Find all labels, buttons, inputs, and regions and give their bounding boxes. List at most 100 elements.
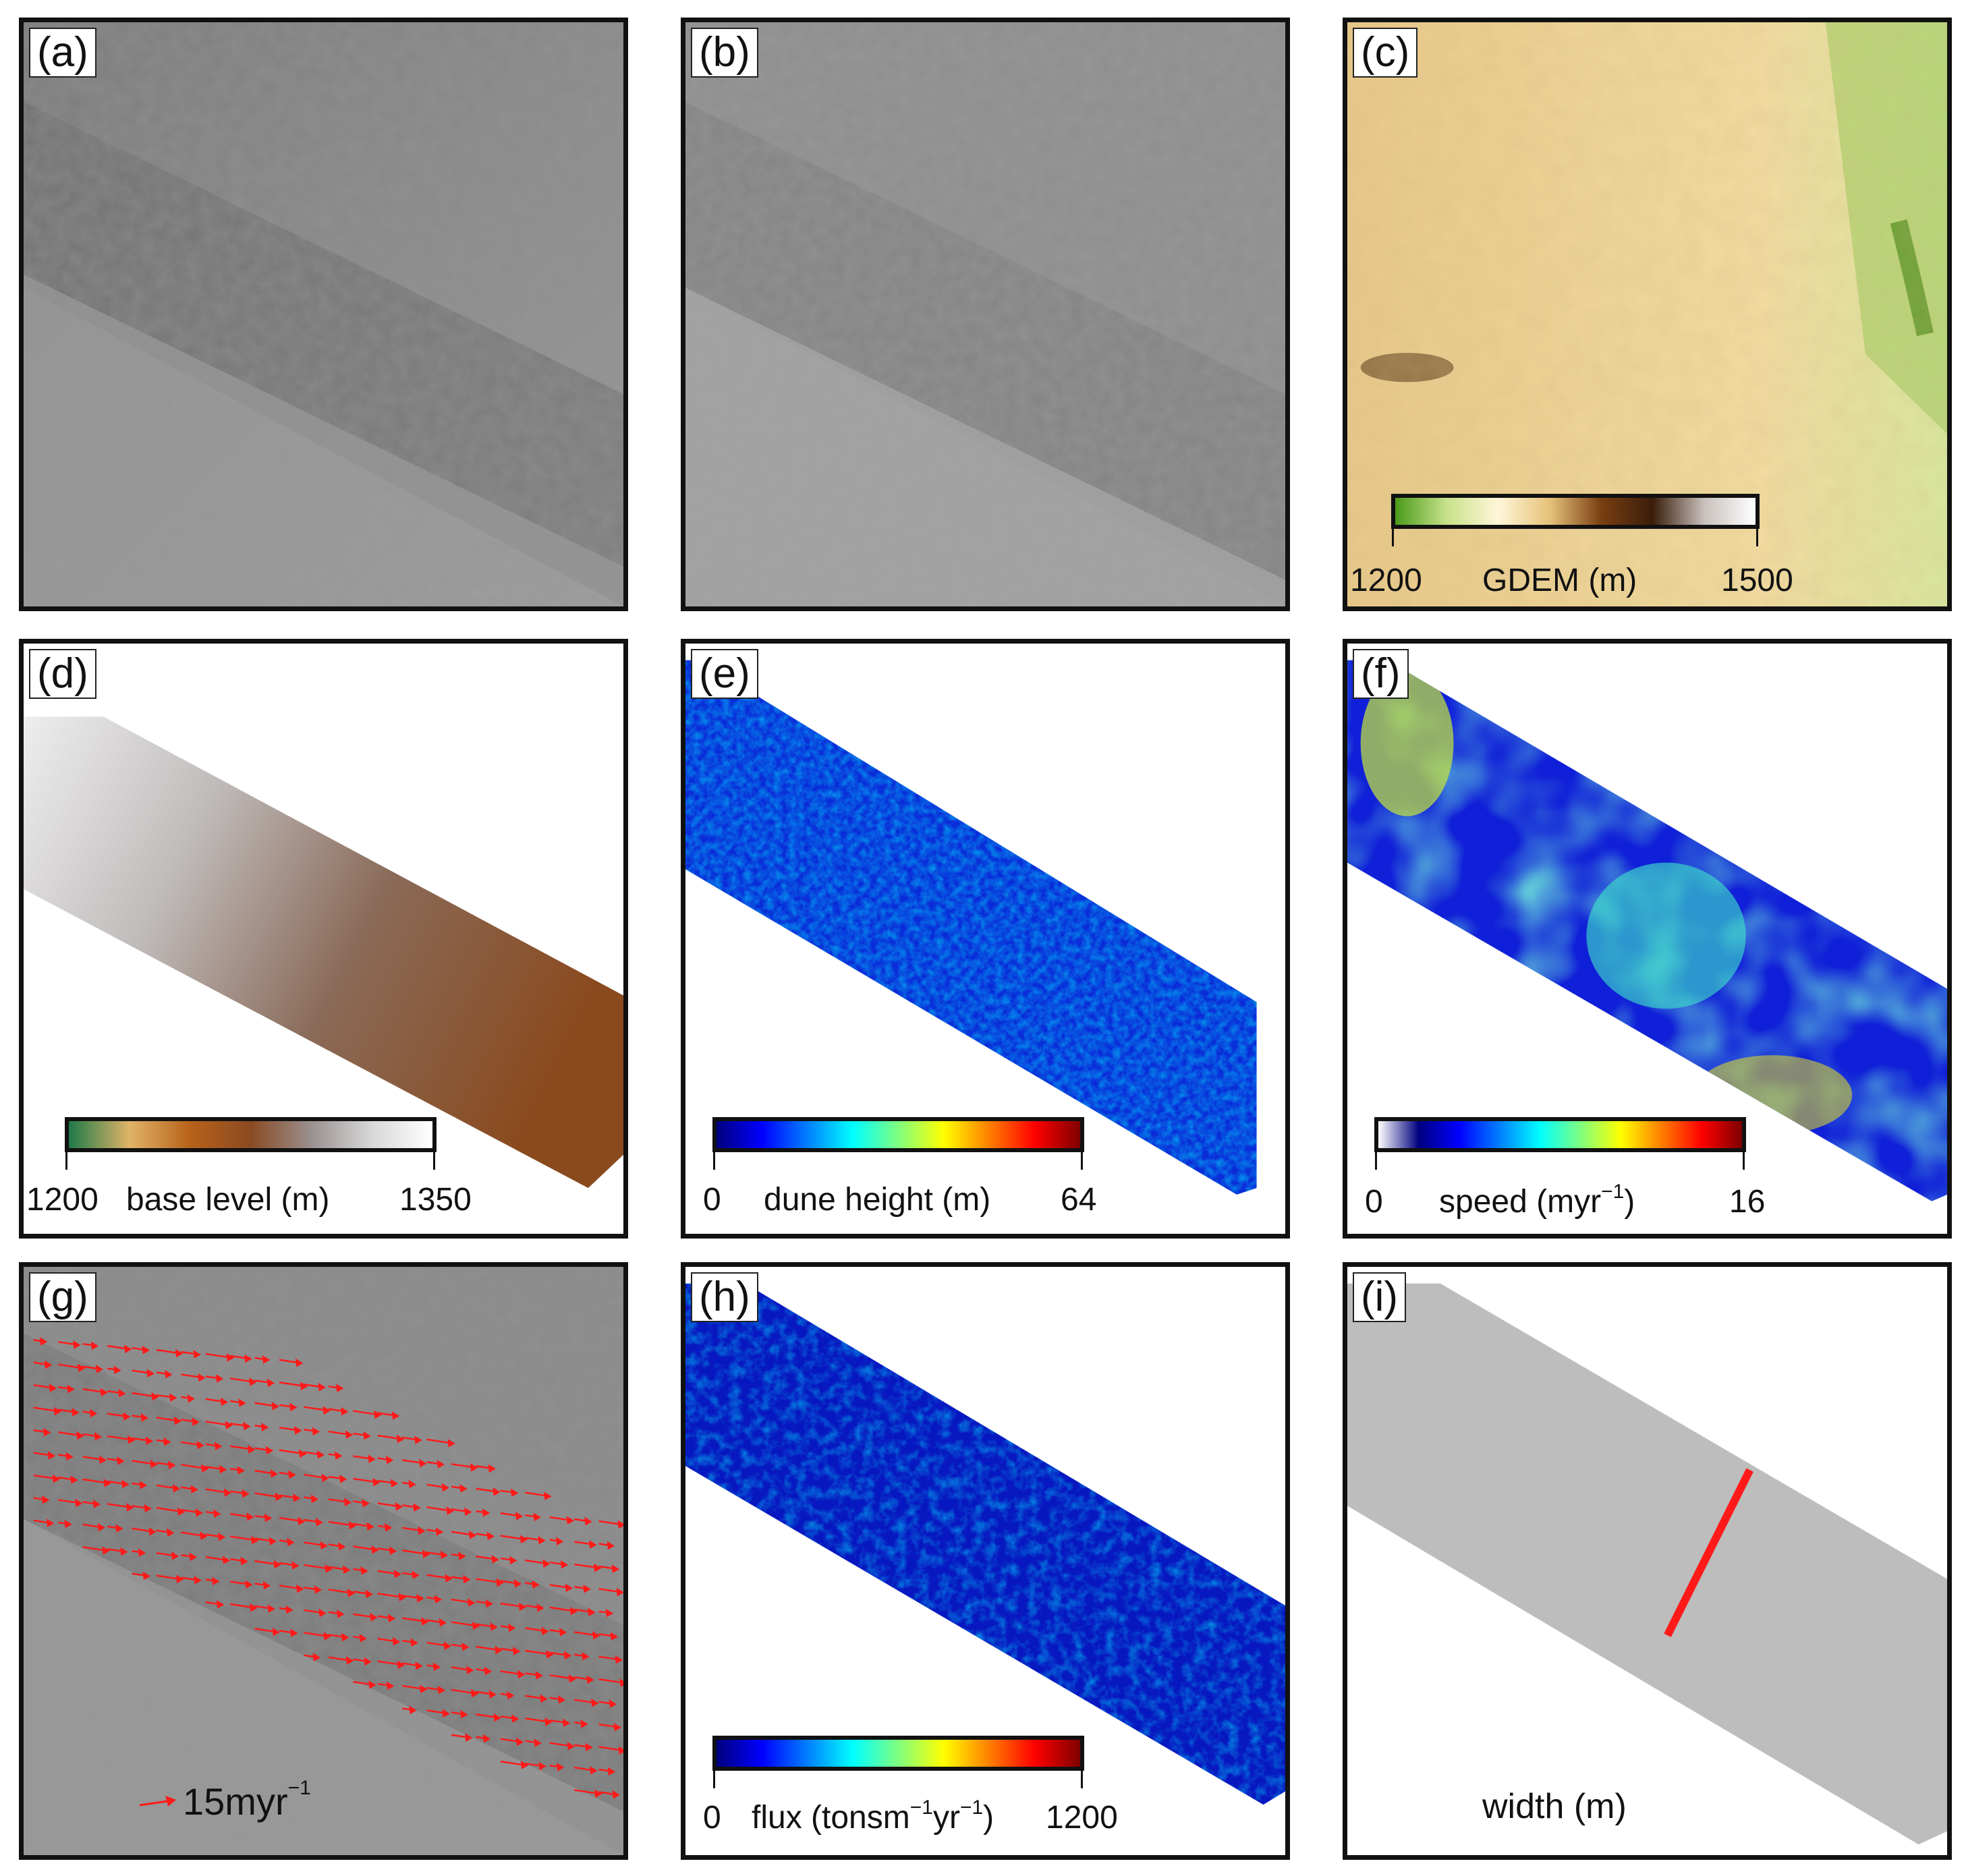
velocity-vector [476,1578,499,1583]
velocity-vector [500,1715,513,1719]
velocity-vector [500,1647,515,1652]
velocity-vector [58,1409,74,1413]
velocity-vector-head [460,1709,468,1719]
velocity-vector-head [410,1638,418,1647]
arrow-scale-label: 15myr−1 [183,1777,311,1823]
velocity-vector-head [609,1699,617,1709]
velocity-vector-head [339,1474,347,1483]
colorbar-max-label: 1350 [399,1182,472,1218]
velocity-vector [573,1699,593,1704]
velocity-vector [181,1509,198,1513]
velocity-vector-head [314,1585,322,1594]
velocity-vector [181,1351,196,1355]
velocity-vector-head [212,1576,220,1586]
velocity-vector-head [395,1502,403,1511]
velocity-vector [549,1697,560,1701]
velocity-vector [304,1428,314,1432]
velocity-vector [304,1632,326,1637]
velocity-vector [401,1436,417,1441]
velocity-vector-head [469,1531,477,1539]
velocity-vector-head [615,1655,623,1664]
velocity-vector [254,1402,274,1407]
velocity-vector [181,1554,192,1558]
velocity-vector [279,1516,300,1522]
velocity-vector [426,1529,438,1533]
velocity-vectors [33,1337,623,1799]
velocity-vector [279,1562,293,1566]
velocity-vector [451,1485,461,1489]
width-label: width (m) [1482,1787,1627,1826]
velocity-vector [33,1519,49,1524]
velocity-vector [451,1734,467,1738]
velocity-vector-head [372,1477,381,1487]
velocity-vector-head [271,1402,280,1411]
velocity-vector [598,1655,617,1660]
velocity-vector-head [315,1518,324,1527]
velocity-vector-head [245,1580,253,1589]
velocity-vector-head [568,1674,577,1683]
velocity-vector [573,1631,594,1636]
velocity-vector [525,1695,542,1699]
velocity-vector [500,1512,517,1517]
velocity-vector [82,1365,98,1370]
velocity-vector-head [138,1548,146,1557]
velocity-vector-head [566,1516,575,1525]
velocity-vector [401,1707,412,1711]
velocity-vector-head [493,1713,501,1722]
velocity-vector [598,1746,621,1751]
velocity-vector-head [391,1411,400,1420]
velocity-vector [426,1596,437,1600]
colorbar-min-label: 1200 [26,1182,99,1218]
velocity-vector-head [441,1483,450,1492]
velocity-vector-head [482,1508,490,1517]
velocity-vector [156,1574,178,1580]
velocity-vector [181,1441,199,1446]
velocity-vector-head [195,1508,203,1517]
velocity-vector-head [44,1360,53,1369]
velocity-vector [279,1426,296,1431]
velocity-vector [598,1701,611,1705]
velocity-vector-head [312,1427,320,1436]
velocity-vector [107,1480,123,1485]
velocity-vector [353,1591,368,1595]
velocity-vector [401,1550,424,1555]
velocity-vector [500,1738,518,1742]
panel-label-e: (e) [691,649,758,699]
velocity-vector [451,1711,462,1715]
velocity-vector-head [586,1675,594,1684]
velocity-vector-head [200,1531,208,1540]
velocity-vector-head [559,1628,567,1637]
velocity-vector [377,1502,397,1507]
velocity-vector-head [249,1377,257,1386]
velocity-vector-head [445,1574,453,1583]
velocity-vector [451,1531,471,1536]
velocity-vector [598,1610,608,1614]
panel-label-d: (d) [29,649,96,699]
velocity-vector [476,1713,496,1718]
velocity-vector-head [517,1670,526,1679]
velocity-vector [476,1533,489,1537]
velocity-vector [353,1568,363,1572]
velocity-vector [377,1570,396,1574]
velocity-vector [181,1531,202,1537]
velocity-vector-head [240,1556,248,1566]
velocity-vector-head [216,1599,225,1609]
velocity-vector [598,1588,619,1593]
velocity-vector-head [100,1388,109,1397]
velocity-vector-head [289,1402,298,1412]
velocity-vector [229,1377,251,1383]
velocity-vector-head [225,1421,233,1429]
velocity-vector-head [192,1417,200,1426]
velocity-vector [598,1678,622,1684]
velocity-vector-head [616,1587,623,1597]
velocity-vector-head [535,1671,543,1680]
velocity-vector-head [270,1469,279,1478]
velocity-vector-head [413,1503,421,1512]
velocity-vector [573,1676,589,1680]
velocity-vector [549,1516,569,1521]
velocity-vector [598,1768,610,1772]
velocity-vector-head [509,1556,517,1565]
velocity-vector [229,1400,241,1404]
velocity-vector-head [569,1606,578,1616]
width-map-i [1347,1283,1947,1845]
